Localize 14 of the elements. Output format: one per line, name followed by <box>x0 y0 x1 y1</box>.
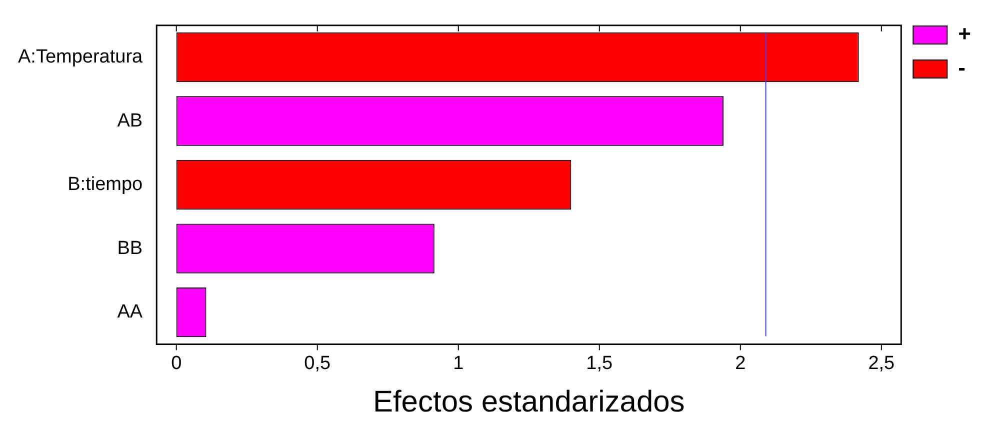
y-tick-label: AB <box>117 110 143 132</box>
x-tick-label: 2 <box>735 352 746 374</box>
x-tick-label: 0,5 <box>304 352 331 374</box>
y-tick-label: BB <box>117 238 143 259</box>
legend-label: - <box>958 55 966 80</box>
legend-label: + <box>958 21 972 46</box>
x-axis-title: Efectos estandarizados <box>372 385 685 418</box>
y-tick-label: A:Temperatura <box>18 46 144 68</box>
y-tick-label: B:tiempo <box>68 174 143 196</box>
x-tick-label: 0 <box>171 352 182 374</box>
y-tick-label: AA <box>117 302 143 323</box>
x-tick-label: 2,5 <box>868 352 895 374</box>
x-tick-label: 1 <box>453 352 464 374</box>
x-tick-label: 1,5 <box>586 352 613 374</box>
